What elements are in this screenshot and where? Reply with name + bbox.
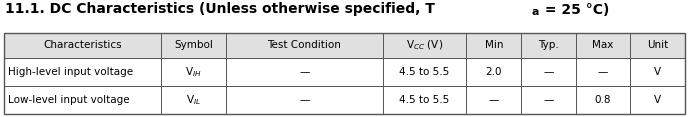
Text: 11.1. DC Characteristics (Unless otherwise specified, T: 11.1. DC Characteristics (Unless otherwi… <box>5 2 435 16</box>
Text: = 25 °C): = 25 °C) <box>540 2 610 16</box>
Text: Characteristics: Characteristics <box>43 40 122 50</box>
Text: Low-level input voltage: Low-level input voltage <box>8 95 130 105</box>
Text: 2.0: 2.0 <box>486 67 502 77</box>
Text: V: V <box>654 67 661 77</box>
Text: V$_{CC}$ (V): V$_{CC}$ (V) <box>406 39 443 52</box>
Text: Unit: Unit <box>647 40 668 50</box>
Text: —: — <box>299 67 309 77</box>
Text: V$_{IH}$: V$_{IH}$ <box>185 65 202 79</box>
Text: V$_{IL}$: V$_{IL}$ <box>186 93 201 107</box>
Bar <box>4 33 685 114</box>
Text: —: — <box>543 95 554 105</box>
Bar <box>4 33 685 58</box>
Text: —: — <box>598 67 608 77</box>
Text: Test Condition: Test Condition <box>267 40 341 50</box>
Text: 0.8: 0.8 <box>595 95 611 105</box>
Text: 4.5 to 5.5: 4.5 to 5.5 <box>400 67 450 77</box>
Text: a: a <box>532 7 539 17</box>
Text: Max: Max <box>593 40 614 50</box>
Text: High-level input voltage: High-level input voltage <box>8 67 133 77</box>
Text: Typ.: Typ. <box>538 40 559 50</box>
Text: 4.5 to 5.5: 4.5 to 5.5 <box>400 95 450 105</box>
Text: —: — <box>543 67 554 77</box>
Text: Symbol: Symbol <box>174 40 213 50</box>
Text: V: V <box>654 95 661 105</box>
Text: Min: Min <box>484 40 503 50</box>
Text: —: — <box>489 95 499 105</box>
Text: —: — <box>299 95 309 105</box>
